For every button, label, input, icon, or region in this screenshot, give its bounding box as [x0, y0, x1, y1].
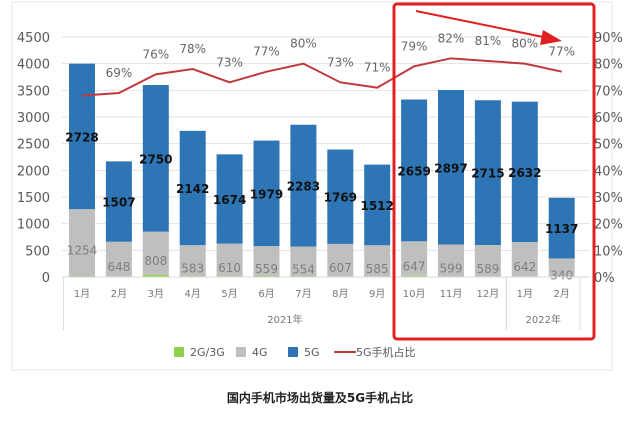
x-tick-label: 7月 [295, 288, 311, 300]
legend-label: 5G [304, 346, 320, 359]
x-tick-label: 1月 [517, 288, 533, 300]
line-data-label: 81% [475, 34, 502, 48]
data-label-4g: 583 [181, 262, 204, 276]
data-label-5g: 2897 [434, 161, 467, 175]
data-label-5g: 1512 [360, 199, 393, 213]
data-label-4g: 607 [329, 261, 352, 275]
x-tick-label: 4月 [185, 288, 201, 300]
y-tick-label: 3500 [17, 84, 50, 99]
x-tick-label: 2月 [111, 288, 127, 300]
data-label-5g: 2283 [287, 180, 320, 194]
x-tick-label: 1月 [74, 288, 90, 300]
line-data-label: 80% [511, 37, 538, 51]
y2-tick-label: 20% [594, 218, 623, 233]
line-data-label: 82% [438, 31, 465, 45]
x-tick-label: 10月 [403, 288, 426, 300]
line-data-label: 77% [253, 45, 280, 59]
data-label-4g: 610 [218, 261, 241, 275]
chart-title: 国内手机市场出货量及5G手机占比 [227, 390, 413, 405]
y-tick-label: 500 [25, 244, 50, 259]
x-tick-label: 9月 [369, 288, 385, 300]
x-tick-label: 3月 [148, 288, 164, 300]
data-label-4g: 599 [440, 261, 463, 275]
y2-tick-label: 0% [594, 271, 615, 286]
x-tick-label: 5月 [221, 288, 237, 300]
group-label: 2021年 [267, 313, 302, 326]
legend-swatch [174, 347, 184, 357]
line-data-label: 69% [106, 66, 133, 80]
data-label-5g: 2632 [508, 166, 541, 180]
legend-swatch [288, 347, 298, 357]
y-tick-label: 1500 [17, 191, 50, 206]
line-data-label: 80% [290, 37, 317, 51]
x-tick-label: 8月 [332, 288, 348, 300]
y-tick-label: 2000 [17, 164, 50, 179]
data-label-5g: 1979 [250, 187, 283, 201]
line-data-label: 73% [327, 55, 354, 69]
bar-4G [69, 209, 95, 276]
y2-tick-label: 30% [594, 191, 623, 206]
group-label: 2022年 [526, 313, 561, 326]
line-data-label: 78% [179, 42, 206, 56]
data-label-5g: 2142 [176, 182, 209, 196]
line-data-label: 73% [216, 55, 243, 69]
line-data-label: 76% [142, 47, 169, 61]
data-label-4g: 340 [550, 269, 573, 283]
y2-tick-label: 10% [594, 244, 623, 259]
bar-4G [143, 232, 169, 275]
data-label-5g: 1674 [213, 193, 246, 207]
data-label-5g: 2715 [471, 167, 504, 181]
y2-tick-label: 80% [594, 58, 623, 73]
y2-tick-label: 60% [594, 111, 623, 126]
legend-swatch [236, 347, 246, 357]
line-data-label: 79% [401, 39, 428, 53]
data-label-4g: 554 [292, 262, 315, 276]
data-label-4g: 585 [366, 262, 389, 276]
data-label-4g: 647 [403, 260, 426, 274]
y-tick-label: 1000 [17, 218, 50, 233]
x-tick-label: 2月 [554, 288, 570, 300]
line-data-label: 71% [364, 61, 391, 75]
data-label-4g: 648 [107, 260, 130, 274]
y-tick-label: 3000 [17, 111, 50, 126]
x-tick-label: 12月 [477, 288, 500, 300]
line-data-label: 77% [548, 45, 575, 59]
y-tick-label: 4000 [17, 58, 50, 73]
y2-tick-label: 90% [594, 31, 623, 46]
data-label-4g: 589 [476, 262, 499, 276]
y-tick-label: 4500 [17, 31, 50, 46]
data-label-4g: 559 [255, 262, 278, 276]
data-label-4g: 808 [144, 254, 167, 268]
x-tick-label: 6月 [258, 288, 274, 300]
data-label-5g: 1137 [545, 222, 578, 236]
y-tick-label: 0 [42, 271, 50, 286]
y2-tick-label: 50% [594, 138, 623, 153]
data-label-5g: 1507 [102, 196, 135, 210]
y2-tick-label: 40% [594, 164, 623, 179]
x-tick-label: 11月 [440, 288, 463, 300]
y2-tick-label: 70% [594, 84, 623, 99]
data-label-5g: 2728 [65, 130, 98, 144]
legend-label: 5G手机占比 [356, 345, 416, 359]
data-label-5g: 1769 [324, 191, 357, 205]
data-label-4g: 642 [513, 260, 536, 274]
legend-label: 4G [252, 346, 268, 359]
data-label-4g: 1254 [67, 244, 98, 258]
data-label-5g: 2659 [397, 164, 430, 178]
y-tick-label: 2500 [17, 138, 50, 153]
legend-label: 2G/3G [190, 346, 225, 359]
data-label-5g: 2750 [139, 152, 172, 166]
